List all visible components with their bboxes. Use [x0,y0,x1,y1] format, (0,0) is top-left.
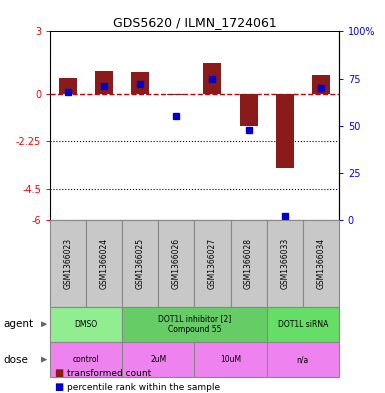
Bar [131,72,149,94]
Text: 10uM: 10uM [220,355,241,364]
Bar [50,307,122,342]
Text: GSM1366033: GSM1366033 [280,238,289,289]
Text: GSM1366027: GSM1366027 [208,238,217,289]
Bar [194,220,231,307]
Bar [266,342,339,377]
Bar [59,77,77,94]
Bar [122,307,266,342]
Title: GDS5620 / ILMN_1724061: GDS5620 / ILMN_1724061 [112,16,276,29]
Bar [50,220,86,307]
Text: DOT1L inhibitor [2]
Compound 55: DOT1L inhibitor [2] Compound 55 [158,314,231,334]
Text: dose: dose [4,354,29,365]
Text: GSM1366026: GSM1366026 [172,238,181,289]
Bar [122,220,158,307]
Text: ■: ■ [54,382,63,392]
Text: GSM1366028: GSM1366028 [244,238,253,289]
Text: percentile rank within the sample: percentile rank within the sample [67,383,221,391]
Bar [50,342,122,377]
Bar [231,220,266,307]
Bar [86,220,122,307]
Text: DMSO: DMSO [75,320,98,329]
Text: GSM1366025: GSM1366025 [136,238,145,289]
Text: control: control [73,355,99,364]
Text: GSM1366034: GSM1366034 [316,238,325,289]
Bar [303,220,339,307]
Bar [266,220,303,307]
Bar [276,94,294,168]
Bar [122,342,194,377]
Bar [203,63,221,94]
Text: 2uM: 2uM [150,355,166,364]
Bar [95,71,113,94]
Text: DOT1L siRNA: DOT1L siRNA [278,320,328,329]
Text: GSM1366023: GSM1366023 [64,238,73,289]
Bar [167,94,186,95]
Bar [158,220,194,307]
Text: GSM1366024: GSM1366024 [100,238,109,289]
Text: transformed count: transformed count [67,369,152,378]
Text: n/a: n/a [296,355,309,364]
Bar [266,307,339,342]
Bar [239,94,258,126]
Bar [194,342,266,377]
Text: ■: ■ [54,368,63,378]
Text: agent: agent [4,319,34,329]
Bar [312,75,330,94]
